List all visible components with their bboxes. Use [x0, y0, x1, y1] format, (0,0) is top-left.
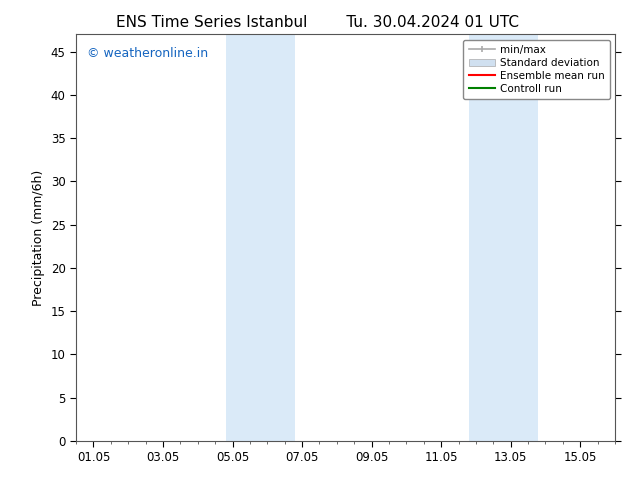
Y-axis label: Precipitation (mm/6h): Precipitation (mm/6h) — [32, 170, 45, 306]
Text: ENS Time Series Istanbul        Tu. 30.04.2024 01 UTC: ENS Time Series Istanbul Tu. 30.04.2024 … — [115, 15, 519, 30]
Legend: min/max, Standard deviation, Ensemble mean run, Controll run: min/max, Standard deviation, Ensemble me… — [463, 40, 610, 99]
Bar — [226, 34, 295, 441]
Bar — [469, 34, 538, 441]
Text: © weatheronline.in: © weatheronline.in — [87, 47, 208, 59]
